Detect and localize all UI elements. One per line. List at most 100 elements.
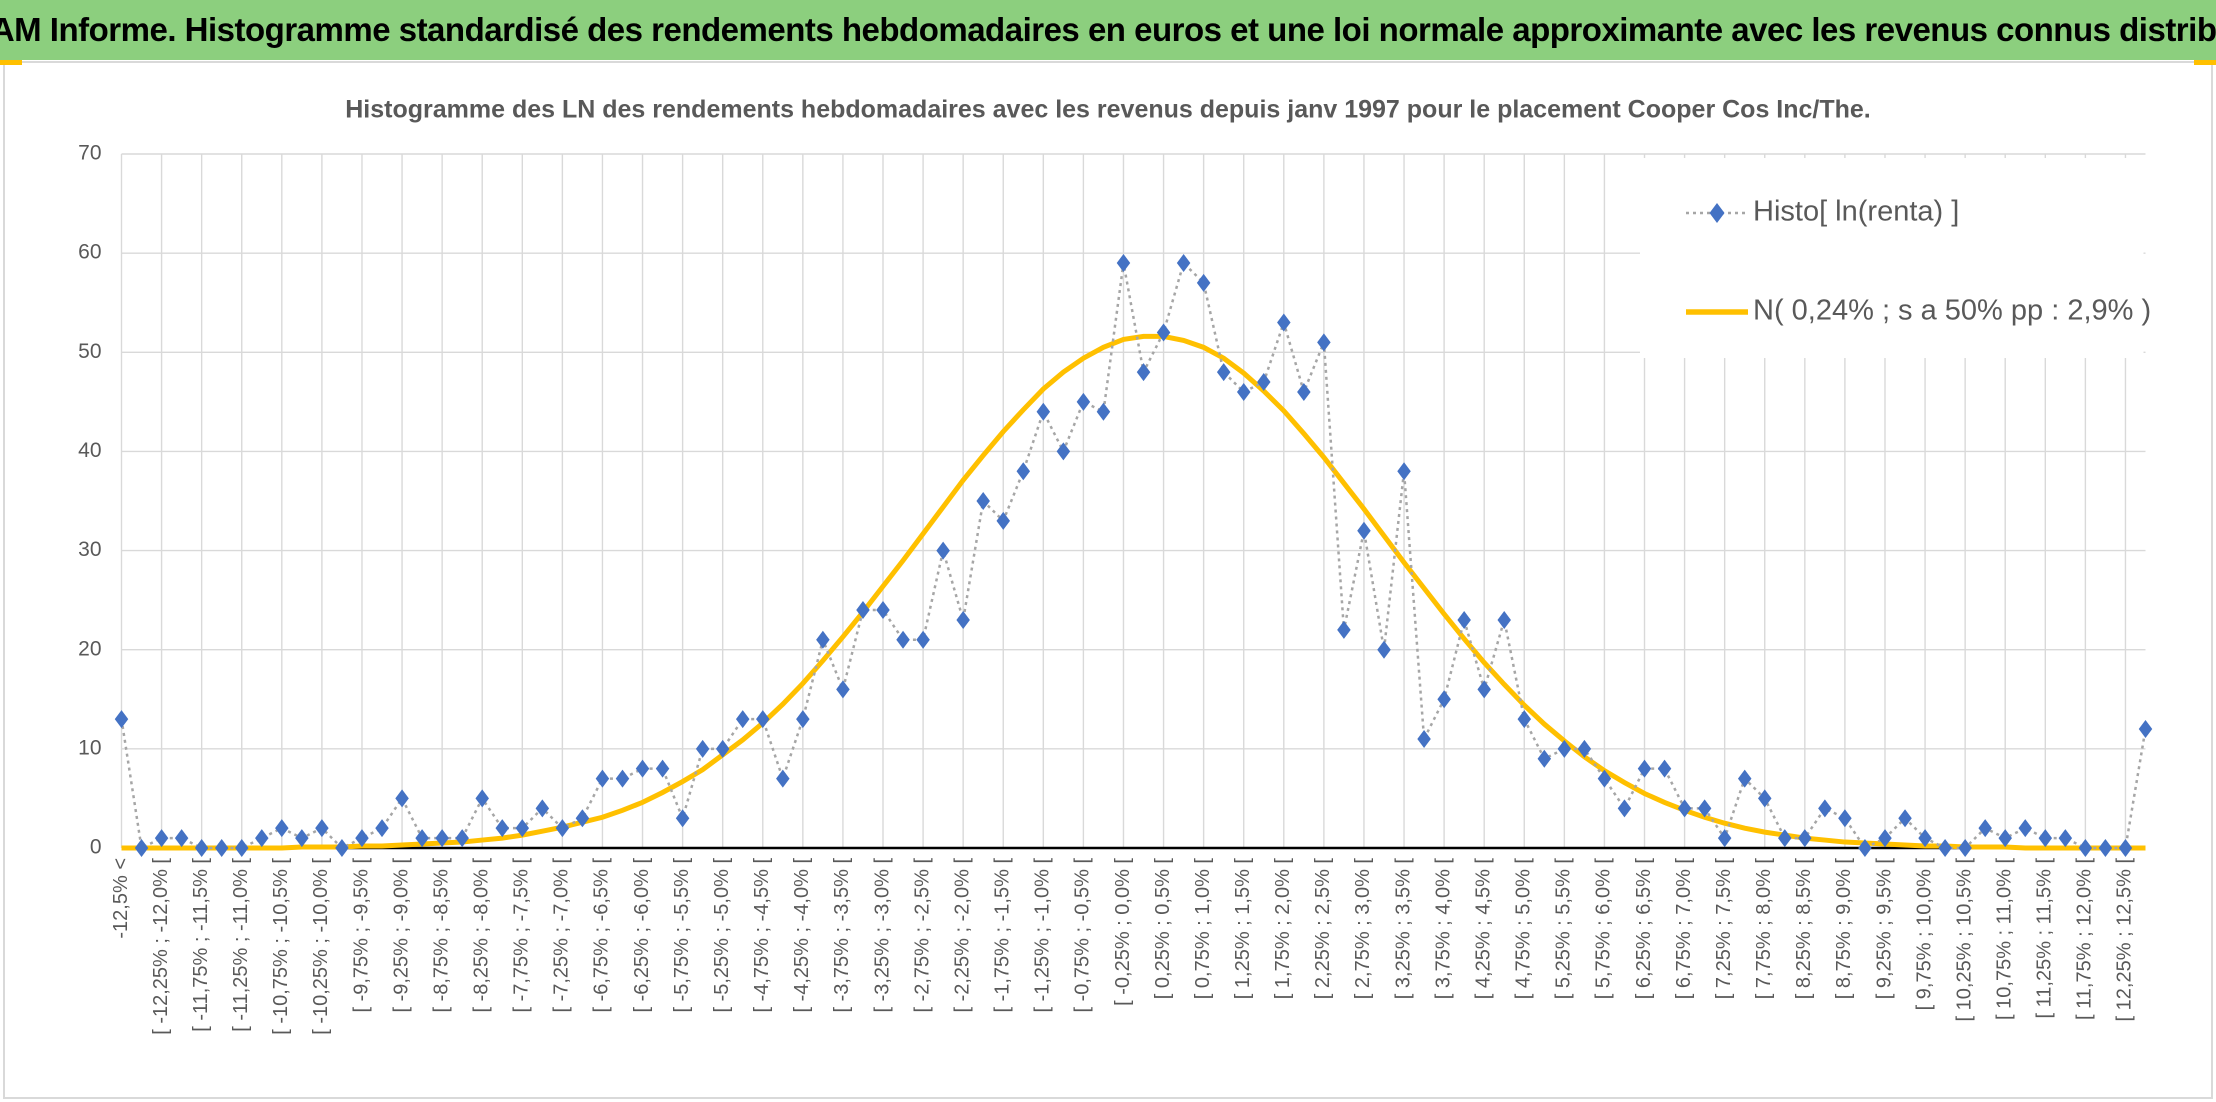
data-point (255, 829, 269, 848)
x-tick-label: [ 7,25% ; 7,5% [ (1713, 858, 1735, 1000)
data-point (976, 492, 990, 510)
x-tick-label: [ -6,75% ; -6,5% [ (591, 858, 613, 1013)
data-point (114, 710, 129, 729)
data-point (1958, 839, 1972, 857)
data-point (2038, 829, 2053, 848)
data-point (876, 601, 890, 620)
data-point (916, 630, 930, 649)
data-point (2138, 720, 2153, 739)
x-tick-label: [ 2,25% ; 2,5% [ (1312, 858, 1334, 1000)
data-point (2018, 819, 2033, 838)
x-tick-label: [ 0,25% ; 0,5% [ (1152, 858, 1174, 1000)
x-tick-label: [ -4,25% ; -4,0% [ (791, 858, 813, 1013)
data-point (1196, 273, 1211, 292)
data-point (1858, 839, 1872, 857)
data-point (796, 710, 810, 729)
x-tick-label: [ 11,25% ; 11,5% [ (2034, 858, 2056, 1019)
series-line (121, 333, 2146, 851)
legend-swatch-marker (1709, 203, 1725, 223)
data-point (1757, 789, 1772, 808)
data-point (475, 789, 489, 808)
data-point (435, 829, 449, 848)
data-point (675, 809, 690, 828)
legend-label: Histo[ ln(renta) ] (1753, 196, 1959, 228)
data-point (655, 759, 670, 778)
data-point (1036, 402, 1051, 421)
data-point (535, 799, 550, 818)
data-point (1156, 323, 1171, 342)
y-tick-label: 70 (78, 142, 101, 165)
data-point (756, 710, 770, 729)
data-point (214, 839, 229, 857)
x-tick-label: [ 3,25% ; 3,5% [ (1392, 858, 1414, 1000)
x-tick-label: [ -4,75% ; -4,5% [ (751, 858, 773, 1013)
data-point (1076, 392, 1091, 411)
x-tick-label: [ -7,25% ; -7,0% [ (551, 858, 573, 1013)
data-point (1798, 829, 1812, 848)
x-tick-label: [ 6,75% ; 7,0% [ (1673, 858, 1695, 1000)
x-tick-label: -12,5% < (110, 858, 132, 939)
x-tick-label: [ -12,25% ; -12,0% [ (150, 858, 172, 1035)
data-point (1637, 759, 1652, 778)
chart-title: Histogramme des LN des rendements hebdom… (345, 96, 1871, 124)
data-point (2058, 829, 2073, 848)
data-point (776, 769, 790, 788)
x-tick-label: [ -1,25% ; -1,0% [ (1032, 858, 1054, 1013)
data-point (234, 839, 249, 857)
data-point (1918, 829, 1932, 848)
data-point (936, 541, 950, 560)
x-tick-label: [ -2,25% ; -2,0% [ (951, 858, 973, 1013)
x-tick-label: [ -8,75% ; -8,5% [ (430, 858, 452, 1013)
page-title: ADAM Informe. Histogramme standardisé de… (0, 0, 2216, 60)
x-tick-label: [ 8,75% ; 9,0% [ (1833, 858, 1855, 1000)
data-point (896, 630, 910, 649)
data-point (1437, 690, 1451, 709)
y-tick-label: 40 (78, 439, 101, 462)
data-point (1998, 829, 2012, 848)
x-tick-label: [ -2,75% ; -2,5% [ (911, 858, 933, 1013)
chart-border (3, 61, 2213, 1099)
data-point (1176, 254, 1191, 273)
data-point (1236, 382, 1251, 401)
data-point (1677, 799, 1692, 818)
data-point (154, 829, 169, 848)
data-point (2098, 839, 2113, 857)
data-point (1216, 363, 1231, 382)
data-point (134, 839, 149, 857)
data-point (1878, 829, 1892, 848)
x-tick-label: [ 11,75% ; 12,0% [ (2074, 858, 2096, 1020)
x-tick-label: [ 1,75% ; 2,0% [ (1272, 858, 1294, 1000)
data-point (555, 819, 570, 838)
data-point (1116, 254, 1131, 273)
x-tick-label: [ 9,75% ; 10,0% [ (1913, 858, 1935, 1011)
data-point (275, 819, 289, 838)
data-point (615, 769, 630, 788)
x-tick-label: [ 1,25% ; 1,5% [ (1232, 858, 1254, 1000)
x-tick-label: [ 10,25% ; 10,5% [ (1953, 858, 1975, 1022)
data-point (315, 819, 329, 838)
data-point (996, 511, 1010, 530)
data-point (1056, 442, 1071, 461)
x-tick-label: [ 6,25% ; 6,5% [ (1633, 858, 1655, 1000)
x-tick-label: [ 7,75% ; 8,0% [ (1753, 858, 1775, 1000)
data-point (1257, 373, 1271, 392)
data-point (836, 680, 850, 699)
data-point (1357, 521, 1371, 540)
data-point (1317, 333, 1331, 352)
data-point (1778, 829, 1792, 848)
x-tick-label: [ -5,25% ; -5,0% [ (711, 858, 733, 1013)
y-tick-label: 50 (78, 340, 101, 363)
data-point (1136, 363, 1151, 382)
data-point (1457, 610, 1471, 629)
y-tick-label: 20 (78, 637, 101, 660)
x-tick-label: [ 4,75% ; 5,0% [ (1513, 858, 1535, 1000)
data-point (1297, 382, 1311, 401)
data-point (1337, 620, 1351, 639)
data-point (735, 710, 750, 729)
data-point (1737, 769, 1752, 788)
x-tick-label: [ -9,25% ; -9,0% [ (390, 858, 412, 1013)
x-tick-label: [ 3,75% ; 4,0% [ (1432, 858, 1454, 1000)
x-tick-label: [ -10,25% ; -10,0% [ (310, 858, 332, 1035)
data-point (695, 739, 710, 758)
